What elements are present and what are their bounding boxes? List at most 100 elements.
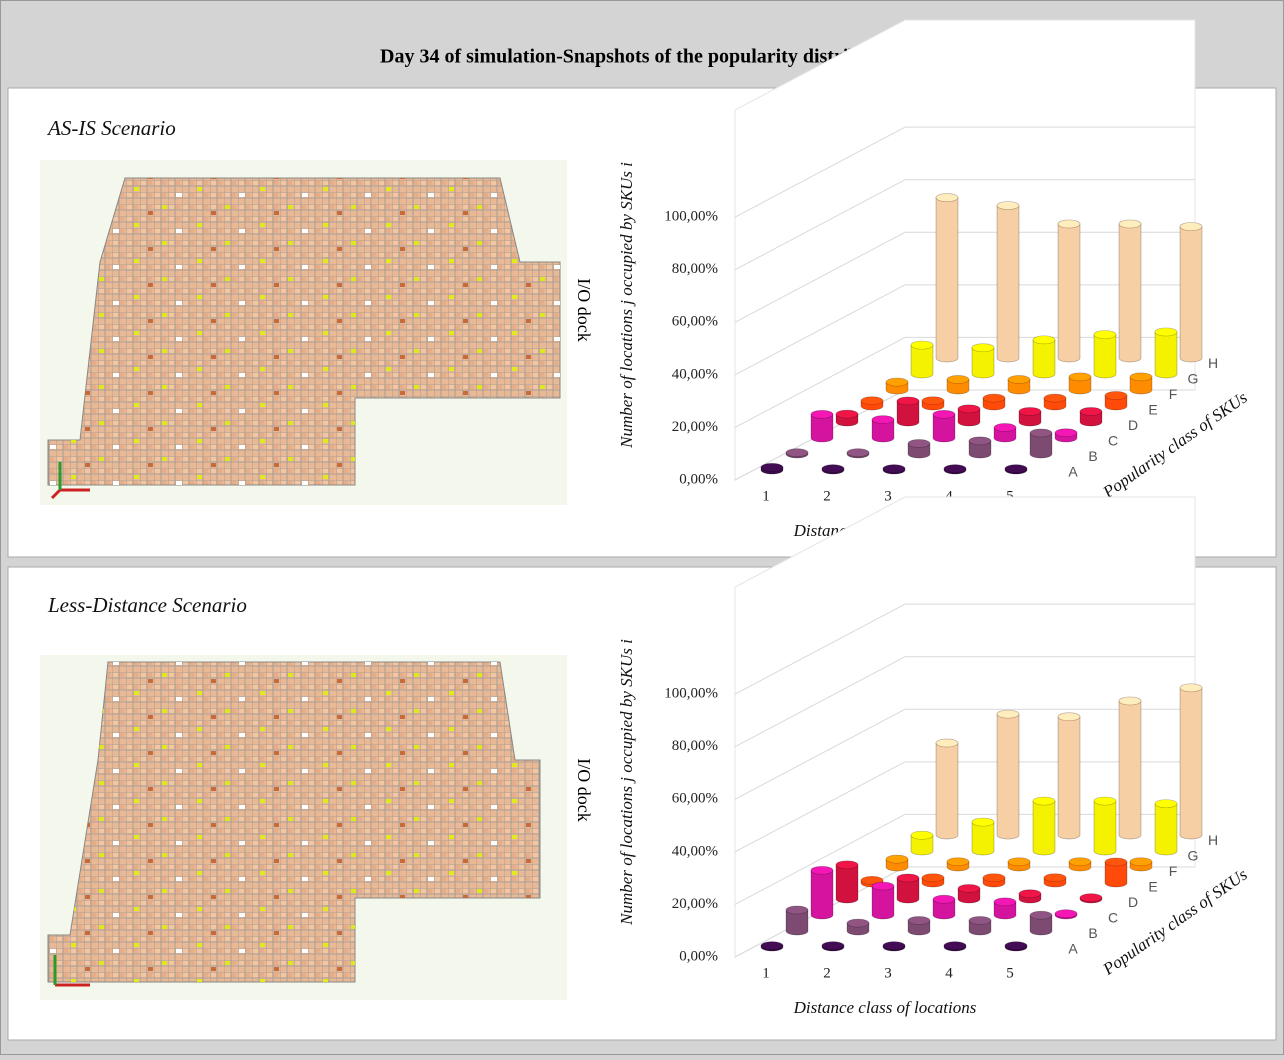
- cylinder-body: [810, 413, 834, 443]
- cylinder-top: [993, 423, 1017, 432]
- grid-line: [734, 603, 1195, 695]
- cylinder-body: [835, 864, 859, 904]
- cylinder-top: [1129, 857, 1153, 867]
- scenario-label: AS-IS Scenario: [46, 116, 176, 140]
- grid-line: [734, 179, 1195, 271]
- grid-line: [734, 126, 1195, 218]
- cylinder-top: [860, 396, 884, 406]
- scenario-label: Less-Distance Scenario: [47, 593, 247, 617]
- series-label: G: [1188, 848, 1199, 864]
- x-tick-label: 2: [823, 488, 831, 504]
- series-label: G: [1188, 371, 1199, 387]
- cylinder-body: [810, 869, 834, 920]
- cylinder-body: [968, 440, 992, 459]
- cylinder-body: [1057, 716, 1081, 840]
- cylinder-body: [1057, 223, 1081, 363]
- cylinder-top: [785, 448, 809, 458]
- cylinder-top: [871, 415, 895, 424]
- cylinder-top: [907, 439, 931, 448]
- cylinder-top: [943, 941, 967, 951]
- cylinder-top: [996, 709, 1020, 719]
- y-tick-label: 40,00%: [672, 843, 718, 859]
- grid-line: [734, 708, 1195, 800]
- cylinder-top: [946, 375, 970, 384]
- cylinder-top: [1032, 796, 1056, 806]
- cylinder-body: [896, 877, 920, 904]
- cylinder-body: [957, 408, 981, 427]
- cylinder-body: [1154, 331, 1178, 379]
- y-tick-label: 60,00%: [672, 314, 718, 330]
- cylinder-body: [935, 197, 959, 363]
- y-tick-label: 0,00%: [679, 948, 718, 964]
- cylinder-body: [932, 413, 956, 443]
- cylinder-top: [1043, 393, 1067, 403]
- cylinder-body: [1129, 376, 1153, 395]
- cylinder-top: [1079, 893, 1103, 903]
- cylinder-top: [907, 916, 931, 925]
- cylinder-body: [785, 909, 809, 936]
- cylinder-body: [932, 898, 956, 920]
- series-label: D: [1128, 417, 1138, 433]
- grid-line: [734, 284, 1195, 376]
- cylinder-body: [996, 205, 1020, 363]
- cylinder-top: [760, 463, 784, 472]
- x-tick-label: 2: [823, 965, 831, 981]
- cylinder-top: [1057, 219, 1081, 229]
- cylinder-body: [910, 834, 934, 856]
- cylinder-top: [1118, 219, 1142, 229]
- series-label: H: [1208, 832, 1218, 848]
- cylinder-body: [935, 742, 959, 840]
- cylinder-top: [996, 201, 1020, 210]
- x-tick-label: 4: [945, 965, 953, 981]
- cylinder-top: [896, 873, 920, 883]
- cylinder-top: [993, 897, 1017, 907]
- cylinder-body: [910, 344, 934, 379]
- warehouse-image: [40, 160, 567, 505]
- series-label: F: [1169, 386, 1178, 402]
- y-axis-title: Number of locations j occupied by SKUs i: [617, 162, 636, 449]
- y-tick-label: 100,00%: [664, 686, 718, 702]
- y-tick-label: 60,00%: [672, 791, 718, 807]
- cylinder-top: [882, 941, 906, 951]
- cylinder-body: [1179, 687, 1203, 840]
- cylinder-top: [910, 830, 934, 840]
- x-tick-label: 1: [762, 965, 770, 981]
- cylinder-top: [1004, 464, 1028, 474]
- series-label: C: [1108, 910, 1118, 926]
- figure-title: Day 34 of simulation-Snapshots of the po…: [380, 46, 904, 68]
- series-label: E: [1148, 879, 1157, 895]
- warehouse-image: [40, 655, 567, 1000]
- cylinder-top: [885, 854, 909, 864]
- series-label: D: [1128, 894, 1138, 910]
- cylinder-top: [921, 396, 945, 406]
- cylinder-body: [1093, 800, 1117, 856]
- cylinder-body: [1029, 432, 1053, 459]
- cylinder-top: [1093, 330, 1117, 339]
- grid-line: [734, 761, 1195, 853]
- cylinder-top: [846, 448, 870, 458]
- cylinder-body: [1032, 800, 1056, 856]
- cylinder-top: [1154, 327, 1178, 337]
- cylinder-top: [946, 857, 970, 867]
- cylinder-top: [982, 393, 1006, 403]
- cylinder-top: [1057, 712, 1081, 722]
- series-label: B: [1088, 925, 1097, 941]
- cylinder-body: [871, 885, 895, 920]
- cylinder-top: [1179, 683, 1203, 693]
- y-tick-label: 40,00%: [672, 366, 718, 382]
- y-axis-title: Number of locations j occupied by SKUs i: [617, 639, 636, 926]
- cylinder-top: [821, 941, 845, 951]
- cylinder-body: [1179, 226, 1203, 363]
- cylinder-top: [1004, 941, 1028, 951]
- cylinder-top: [835, 409, 859, 419]
- cylinder-top: [785, 905, 809, 915]
- cylinder-top: [1007, 375, 1031, 384]
- cylinder-top: [932, 894, 956, 904]
- cylinder-body: [896, 400, 920, 427]
- cylinder-top: [871, 881, 895, 891]
- series-label: B: [1088, 448, 1097, 464]
- cylinder-top: [1018, 407, 1042, 416]
- dock-label: I/O dock: [574, 758, 594, 821]
